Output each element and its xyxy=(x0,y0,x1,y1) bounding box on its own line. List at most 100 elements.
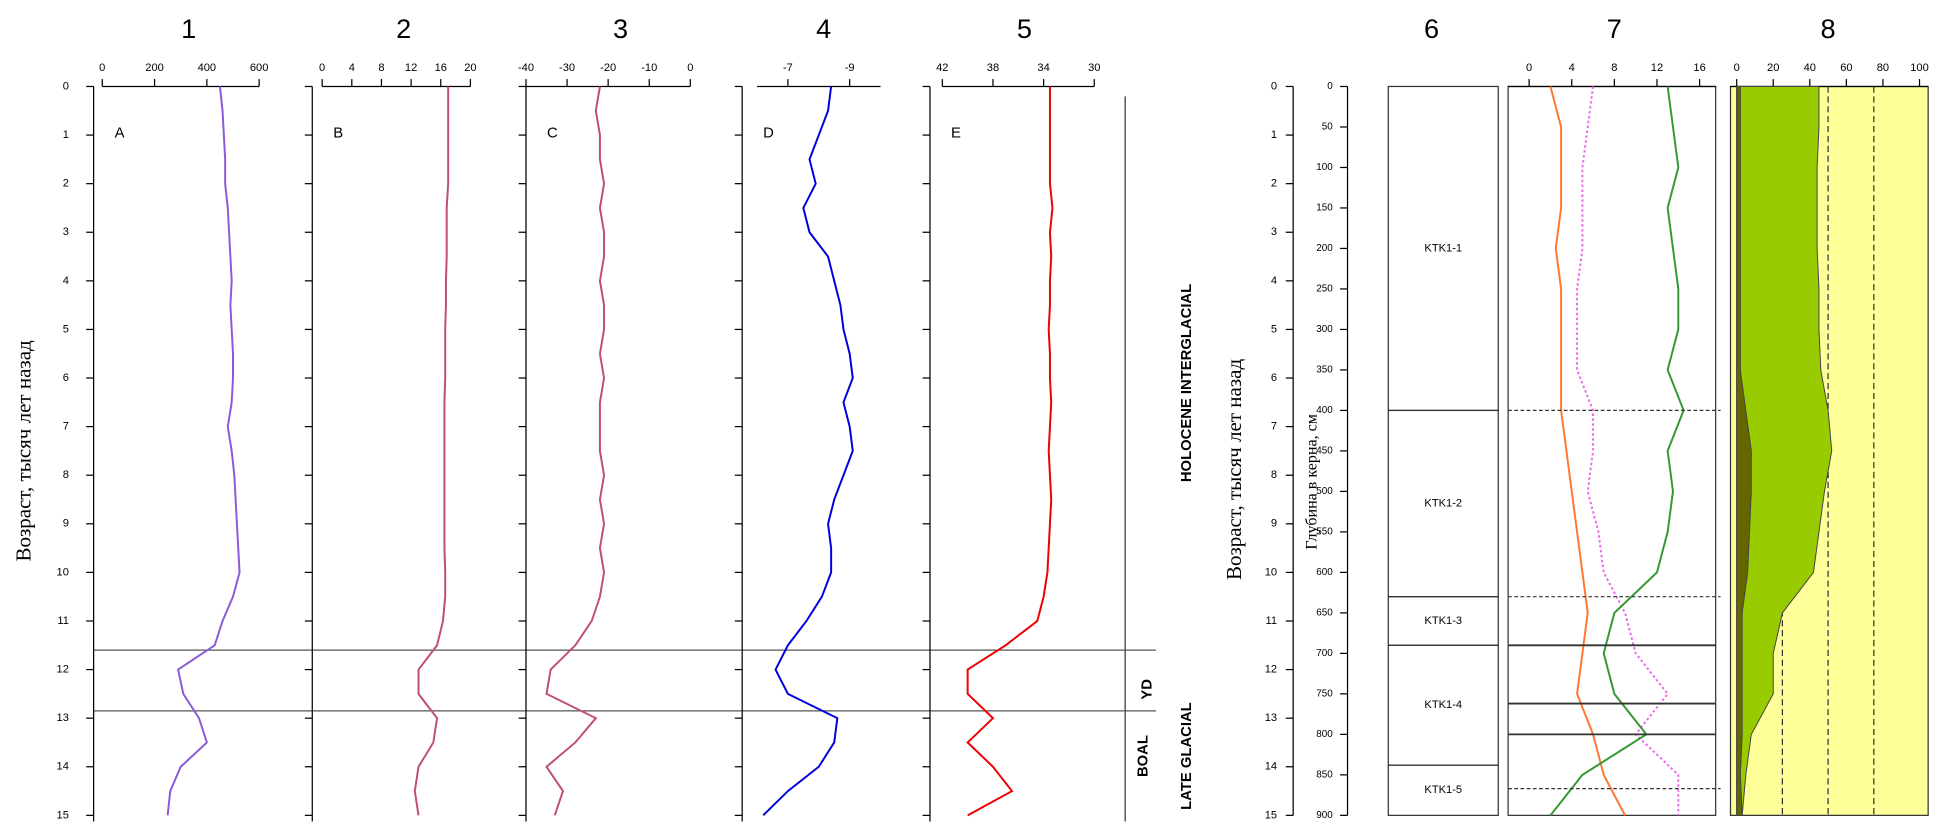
x-tick-label: -30 xyxy=(559,62,575,74)
age-tick-label: 5 xyxy=(1271,323,1277,335)
panel-label: B xyxy=(333,125,343,141)
age-tick-label: 15 xyxy=(57,809,69,821)
x-tick-label: 80 xyxy=(1877,62,1889,74)
depth-tick-label: 650 xyxy=(1316,607,1333,618)
x-tick-label: 16 xyxy=(1693,62,1705,74)
age-tick-label: 4 xyxy=(1271,275,1277,287)
age-tick-label: 7 xyxy=(1271,421,1277,433)
age-tick-label: 3 xyxy=(1271,226,1277,238)
x-tick-label: 34 xyxy=(1037,62,1049,74)
depth-tick-label: 450 xyxy=(1316,446,1333,457)
y-axis-label: Возраст, тысяч лет назад xyxy=(11,340,35,562)
age-tick-label: 0 xyxy=(1271,80,1277,92)
zone-label: KTK1-5 xyxy=(1424,784,1462,796)
x-tick-label: 20 xyxy=(1767,62,1779,74)
line xyxy=(545,86,606,816)
panel-label: C xyxy=(547,125,558,141)
x-tick-label: 0 xyxy=(319,62,325,74)
age-tick-label: 14 xyxy=(57,761,69,773)
panel-number: 5 xyxy=(1017,13,1032,44)
age-tick-label: 0 xyxy=(63,80,69,92)
line xyxy=(166,86,241,816)
depth-tick-label: 800 xyxy=(1316,729,1333,740)
age-tick-label: 13 xyxy=(1265,712,1277,724)
x-tick-label: 4 xyxy=(349,62,355,74)
area xyxy=(1736,85,1833,816)
age-tick-label: 5 xyxy=(63,323,69,335)
x-tick-label: 40 xyxy=(1804,62,1816,74)
panel-frame xyxy=(1507,85,1717,816)
x-tick-label: 20 xyxy=(464,62,476,74)
annotation: BOAL xyxy=(1136,735,1152,777)
x-tick-label: -9 xyxy=(845,62,855,74)
depth-tick-label: 500 xyxy=(1316,486,1333,497)
age-tick-label: 10 xyxy=(1265,566,1277,578)
x-tick-label: 8 xyxy=(378,62,384,74)
x-tick-label: 100 xyxy=(1910,62,1929,74)
line xyxy=(762,86,854,817)
x-tick-label: 400 xyxy=(198,62,217,74)
depth-tick-label: 150 xyxy=(1316,203,1333,214)
age-tick-label: 7 xyxy=(63,421,69,433)
panel-number: 2 xyxy=(396,13,411,44)
x-tick-label: -7 xyxy=(783,62,793,74)
age-tick-label: 13 xyxy=(57,712,69,724)
x-tick-label: 200 xyxy=(145,62,164,74)
x-tick-label: 38 xyxy=(987,62,999,74)
age-tick-label: 8 xyxy=(63,469,69,481)
depth-tick-label: 100 xyxy=(1316,162,1333,173)
line xyxy=(1576,86,1680,816)
age-tick-label: 2 xyxy=(1271,178,1277,190)
panel-number: 6 xyxy=(1424,13,1439,44)
depth-tick-label: 850 xyxy=(1316,769,1333,780)
x-tick-label: -20 xyxy=(600,62,616,74)
panel-label: A xyxy=(115,125,125,141)
age-tick-label: 12 xyxy=(57,664,69,676)
depth-tick-label: 600 xyxy=(1316,567,1333,578)
panel-number: 3 xyxy=(613,13,628,44)
line xyxy=(1549,86,1626,816)
x-tick-label: 8 xyxy=(1611,62,1617,74)
panel-number: 8 xyxy=(1821,13,1836,44)
x-tick-label: 12 xyxy=(405,62,417,74)
depth-tick-label: 700 xyxy=(1316,648,1333,659)
depth-tick-label: 300 xyxy=(1316,324,1333,335)
depth-tick-label: 50 xyxy=(1322,122,1333,133)
age-tick-label: 15 xyxy=(1265,809,1277,821)
x-tick-label: 0 xyxy=(1526,62,1532,74)
zone-label: KTK1-4 xyxy=(1424,699,1462,711)
depth-tick-label: 0 xyxy=(1327,81,1333,92)
zone-label: KTK1-1 xyxy=(1424,242,1462,254)
x-tick-label: 42 xyxy=(936,62,948,74)
depth-tick-label: 250 xyxy=(1316,284,1333,295)
depth-tick-label: 200 xyxy=(1316,243,1333,254)
depth-tick-label: 900 xyxy=(1316,810,1333,821)
age-tick-label: 9 xyxy=(1271,518,1277,530)
depth-tick-label: 550 xyxy=(1316,527,1333,538)
age-tick-label: 9 xyxy=(63,518,69,530)
age-tick-label: 1 xyxy=(63,129,69,141)
x-tick-label: -40 xyxy=(518,62,534,74)
age-tick-label: 8 xyxy=(1271,469,1277,481)
age-tick-label: 1 xyxy=(1271,129,1277,141)
age-tick-label: 10 xyxy=(57,566,69,578)
y-axis-label: Возраст, тысяч лет назад xyxy=(1222,359,1246,581)
annotation: HOLOCENE INTERGLACIAL xyxy=(1179,284,1195,482)
x-tick-label: 30 xyxy=(1088,62,1100,74)
x-tick-label: 0 xyxy=(99,62,105,74)
x-tick-label: 60 xyxy=(1840,62,1852,74)
line xyxy=(1549,86,1685,816)
age-tick-label: 2 xyxy=(63,178,69,190)
area xyxy=(1736,85,1752,816)
line xyxy=(413,86,450,816)
x-tick-label: 0 xyxy=(687,62,693,74)
age-tick-label: 11 xyxy=(1266,615,1278,627)
panel-number: 7 xyxy=(1607,13,1622,44)
depth-tick-label: 750 xyxy=(1316,688,1333,699)
zone xyxy=(1387,764,1499,816)
zone-label: KTK1-3 xyxy=(1424,615,1462,627)
x-tick-label: 4 xyxy=(1569,62,1575,74)
panel-label: E xyxy=(951,125,961,141)
x-tick-label: 600 xyxy=(250,62,269,74)
